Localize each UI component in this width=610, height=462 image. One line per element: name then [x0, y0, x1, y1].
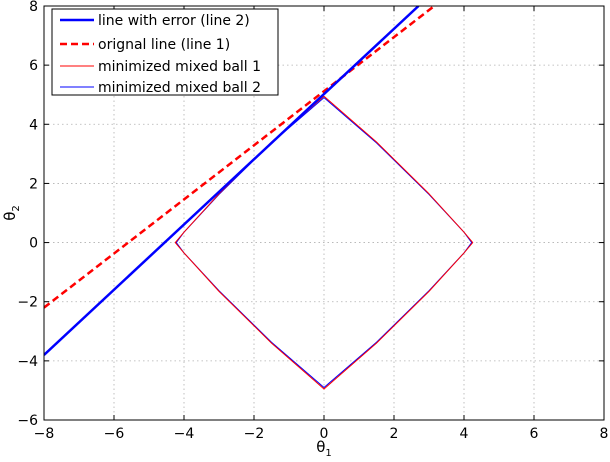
series-group [44, 6, 474, 390]
y-tick-label: −6 [17, 413, 38, 429]
x-tick-label: −4 [174, 426, 195, 442]
y-axis-label-subscript: 2 [11, 205, 22, 211]
y-tick-label: 2 [29, 176, 38, 192]
y-tick-label: 0 [29, 236, 38, 252]
legend-label-orignal-line: orignal line (line 1) [98, 37, 230, 53]
legend-box [51, 8, 279, 96]
x-tick-label: −6 [104, 426, 125, 442]
series-line-1 [44, 6, 436, 309]
x-axis-label-main: θ [316, 438, 325, 456]
y-axis-label-main: θ [1, 212, 19, 221]
y-tick-label: 8 [29, 0, 38, 15]
x-axis-label-subscript: 1 [325, 448, 331, 459]
y-axis-label: θ2 [1, 205, 22, 221]
y-tick-label: 6 [29, 58, 38, 74]
y-tick-label: −4 [17, 354, 38, 370]
x-tick-label: 8 [600, 426, 609, 442]
series-line-0 [44, 6, 420, 356]
grid [44, 6, 604, 420]
x-tick-label: −8 [34, 426, 55, 442]
x-tick-label: −2 [244, 426, 265, 442]
series-line-2 [174, 95, 474, 390]
y-tick-label: 4 [29, 117, 38, 133]
legend-label-line-with-error: line with error (line 2) [98, 13, 250, 29]
legend-label-mixed-ball-1: minimized mixed ball 1 [98, 59, 261, 75]
x-tick-label: 2 [390, 426, 399, 442]
x-tick-label: 6 [530, 426, 539, 442]
legend-label-mixed-ball-2: minimized mixed ball 2 [98, 80, 261, 96]
x-tick-label: 4 [460, 426, 469, 442]
x-tick-label: 0 [320, 426, 329, 442]
legend: line with error (line 2) orignal line (l… [51, 8, 279, 96]
y-tick-label: −2 [17, 295, 38, 311]
x-axis-label: θ1 [316, 438, 332, 459]
